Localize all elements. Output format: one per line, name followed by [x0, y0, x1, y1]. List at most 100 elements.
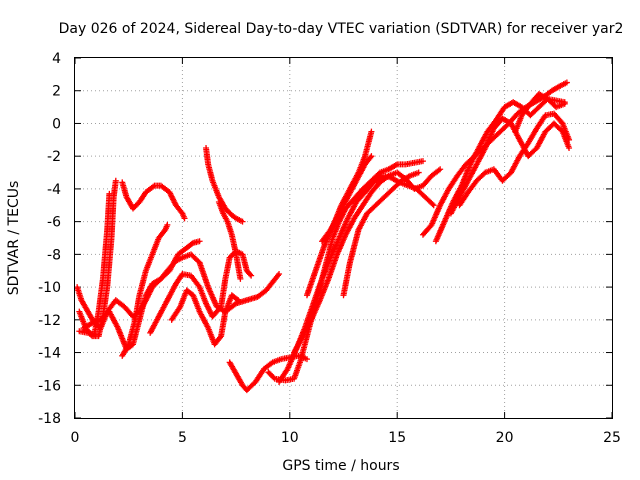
data-point [186, 289, 188, 291]
data-point [435, 240, 437, 242]
data-point [450, 212, 452, 215]
data-point [413, 188, 415, 190]
data-point [186, 247, 188, 249]
data-point [486, 131, 489, 133]
data-point [207, 327, 209, 329]
data-point [347, 217, 349, 219]
data-point [284, 379, 287, 381]
data-point [321, 240, 323, 242]
data-point [278, 273, 280, 275]
data-point [370, 155, 373, 157]
y-tick-label: -18 [38, 411, 61, 427]
data-point [246, 299, 248, 301]
data-point [501, 180, 504, 182]
data-point [538, 106, 540, 108]
data-point [106, 286, 108, 288]
data-point [467, 191, 469, 193]
data-point [267, 371, 269, 373]
data-point [138, 294, 141, 296]
data-point [98, 335, 100, 337]
y-tick-label: -8 [47, 247, 61, 263]
data-point [375, 204, 377, 206]
data-point [347, 196, 349, 198]
data-point [274, 378, 276, 380]
data-point [476, 163, 478, 165]
data-point [76, 286, 78, 288]
data-point [198, 286, 201, 288]
data-point [110, 237, 113, 239]
series-markers [119, 179, 188, 222]
data-point [192, 242, 194, 244]
y-axis-label: SDTVAR / TECUs [6, 181, 22, 296]
x-axis-label: GPS time / hours [282, 458, 399, 474]
y-tick-label: -14 [38, 346, 61, 362]
data-point [220, 335, 222, 337]
data-point [336, 253, 338, 255]
y-tick-label: -12 [38, 313, 61, 329]
data-point [353, 217, 355, 219]
data-point [388, 168, 390, 170]
data-point [553, 113, 555, 115]
data-point [151, 283, 153, 285]
series-9 [203, 145, 246, 225]
data-point [149, 332, 151, 334]
data-point [476, 180, 478, 182]
data-point [224, 278, 226, 280]
data-point [370, 180, 373, 182]
series-21 [456, 110, 573, 209]
data-point [166, 224, 168, 226]
data-point [211, 315, 214, 318]
data-point [400, 180, 403, 182]
data-point [153, 185, 156, 187]
data-point [121, 181, 123, 183]
data-point [396, 163, 398, 165]
data-point [319, 299, 321, 301]
data-point [370, 191, 373, 193]
series-6 [119, 221, 171, 359]
data-point [514, 131, 516, 133]
data-point [151, 253, 153, 255]
data-point [235, 302, 237, 305]
data-point [224, 207, 226, 210]
data-point [433, 204, 435, 206]
data-point [424, 196, 426, 198]
data-point [263, 368, 265, 370]
data-point [181, 212, 183, 215]
data-point [461, 185, 463, 187]
data-point [287, 368, 289, 370]
data-point [561, 122, 564, 125]
data-point [100, 319, 102, 321]
data-point [504, 106, 506, 108]
data-point [555, 106, 557, 108]
x-tick-label: 5 [178, 430, 187, 446]
data-point [207, 286, 209, 288]
data-point [430, 224, 433, 226]
data-point [396, 171, 398, 174]
data-point [93, 333, 95, 336]
data-point [272, 361, 274, 363]
data-point [164, 229, 166, 231]
data-point [544, 131, 547, 133]
data-point [241, 384, 244, 386]
data-point [330, 257, 332, 259]
data-point [224, 311, 226, 313]
data-point [299, 360, 302, 362]
data-point [297, 355, 299, 357]
data-point [458, 204, 461, 206]
data-point [519, 139, 521, 141]
series-markers [74, 251, 283, 331]
data-point [115, 180, 117, 182]
data-point [370, 131, 373, 133]
data-point [422, 234, 424, 236]
data-point [469, 163, 471, 165]
data-point [231, 214, 233, 216]
x-tick-label: 0 [71, 430, 80, 446]
data-point [145, 270, 147, 272]
data-point [235, 253, 237, 255]
data-point [529, 114, 531, 116]
data-point [458, 196, 461, 198]
data-point [145, 294, 147, 296]
data-point [355, 180, 357, 182]
series-16 [319, 153, 375, 245]
